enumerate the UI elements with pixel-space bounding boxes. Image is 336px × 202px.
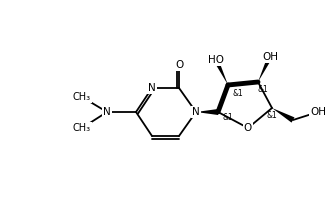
Text: OH: OH xyxy=(310,107,326,117)
Polygon shape xyxy=(214,59,228,85)
Text: &1: &1 xyxy=(233,88,243,98)
Text: N: N xyxy=(103,107,111,117)
Text: &1: &1 xyxy=(223,114,234,122)
Polygon shape xyxy=(196,109,218,115)
Text: N: N xyxy=(148,83,156,93)
Text: O: O xyxy=(244,123,252,133)
Text: OH: OH xyxy=(262,52,278,62)
Text: &1: &1 xyxy=(258,85,268,95)
Polygon shape xyxy=(258,56,272,82)
Text: N: N xyxy=(192,107,200,117)
Text: O: O xyxy=(175,60,183,70)
Polygon shape xyxy=(272,108,294,123)
Text: CH₃: CH₃ xyxy=(73,123,91,133)
Text: HO: HO xyxy=(208,55,224,65)
Text: CH₃: CH₃ xyxy=(73,92,91,102)
Text: &1: &1 xyxy=(267,112,278,121)
